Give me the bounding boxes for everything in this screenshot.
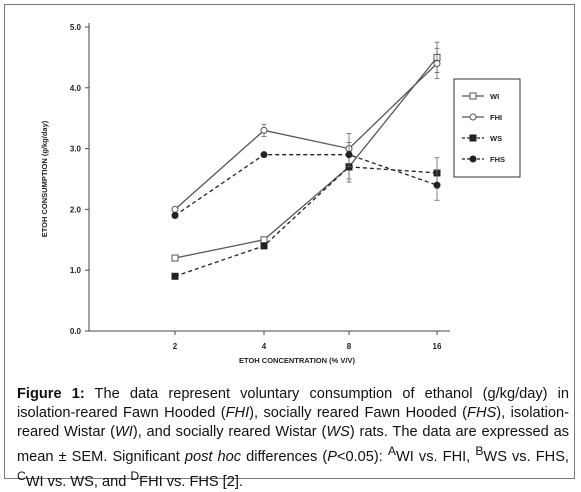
legend-box <box>453 78 521 178</box>
chart-axes: 0.0 1.0 2.0 3.0 4.0 5.0 2 4 8 16 ETOH CONCENTRATIO… <box>40 23 450 365</box>
caption-label: Figure 1: <box>17 386 85 402</box>
legend-label-ws: WS <box>490 134 502 143</box>
series-line-ws <box>174 166 438 277</box>
legend-marker-fhs <box>469 155 477 163</box>
caption-text: ), and socially reared Wistar ( <box>132 424 327 440</box>
legend-label-fhs: FHS <box>490 155 505 164</box>
caption-text: ), socially reared Fawn Hooded ( <box>249 405 468 421</box>
x-tick-label: 2 <box>173 342 178 351</box>
y-tick-label: 2.0 <box>70 205 82 214</box>
y-tick-label: 1.0 <box>70 266 82 275</box>
data-point-ws <box>260 242 268 250</box>
data-point-fhs <box>260 151 268 159</box>
data-point-wi <box>260 236 268 244</box>
figure-caption: Figure 1: The data represent voluntary c… <box>17 385 569 492</box>
caption-text: ), isolation-reared Wistar ( <box>17 405 570 440</box>
caption-term-fhs: FHS <box>467 405 497 421</box>
chart-series <box>171 41 441 280</box>
series-line-fhs <box>174 154 438 217</box>
series-ws <box>171 154 441 280</box>
caption-text: The data represent voluntary consumption… <box>17 386 569 421</box>
caption-term-ws: WS <box>326 424 350 440</box>
y-tick-label: 4.0 <box>70 84 82 93</box>
legend-item-fhs: FHS <box>462 155 505 164</box>
y-tick-label: 3.0 <box>70 145 82 154</box>
caption-superscript: A <box>387 444 397 458</box>
caption-superscript: D <box>130 468 140 483</box>
caption-text: WS vs. FHS, <box>483 448 569 465</box>
caption-superscript: C <box>17 468 26 483</box>
chart-legend: WI FHI WS FHS <box>453 78 521 178</box>
y-tick-label: 0.0 <box>70 327 82 336</box>
legend-marker-fhi <box>469 113 477 121</box>
data-point-fhs <box>171 211 179 219</box>
data-point-fhi <box>433 59 441 67</box>
legend-label-fhi: FHI <box>490 113 502 122</box>
data-point-fhs <box>345 151 353 159</box>
caption-superscript: B <box>475 444 484 458</box>
caption-text: WI vs. FHI, <box>396 448 476 465</box>
caption-term-fhi: FHI <box>225 405 250 421</box>
caption-term-wi: WI <box>114 424 133 440</box>
caption-text: ) rats. The data are expressed as mean ±… <box>17 424 569 465</box>
data-point-fhi <box>171 205 179 213</box>
x-tick-label: 16 <box>433 342 442 351</box>
series-wi <box>171 41 441 262</box>
data-point-ws <box>171 272 179 280</box>
series-fhi <box>171 47 441 213</box>
caption-text: FHI vs. FHS [2]. <box>139 473 243 490</box>
legend-item-wi: WI <box>462 92 499 101</box>
caption-text: <0.05): <box>336 448 388 465</box>
data-point-fhs <box>433 181 441 189</box>
x-tick-label: 4 <box>262 342 267 351</box>
legend-marker-wi <box>469 92 477 100</box>
legend-marker-ws <box>469 134 477 142</box>
series-line-fhi <box>174 63 438 210</box>
figure-panel: 0.0 1.0 2.0 3.0 4.0 5.0 2 4 8 16 ETOH CONCENTRATIO… <box>4 4 575 490</box>
legend-item-fhi: FHI <box>462 113 502 122</box>
caption-text: differences ( <box>241 448 328 465</box>
legend-label-wi: WI <box>490 92 499 101</box>
y-tick-label: 5.0 <box>70 23 82 32</box>
data-point-fhi <box>260 126 268 134</box>
caption-text: WI vs. WS, and <box>25 473 131 490</box>
legend-item-ws: WS <box>462 134 502 143</box>
x-axis-label: ETOH CONCENTRATION (% V/V) <box>239 356 355 365</box>
series-line-wi <box>174 56 438 259</box>
caption-term-p: P <box>327 448 337 465</box>
data-point-wi <box>171 254 179 262</box>
line-chart: 0.0 1.0 2.0 3.0 4.0 5.0 2 4 8 16 ETOH CONCENTRATIO… <box>40 23 521 365</box>
y-axis-label: ETOH CONSUMPTION (g/kg/day) <box>40 120 49 237</box>
series-fhs <box>171 142 441 219</box>
x-tick-label: 8 <box>347 342 352 351</box>
caption-term-posthoc: post hoc <box>184 448 242 465</box>
